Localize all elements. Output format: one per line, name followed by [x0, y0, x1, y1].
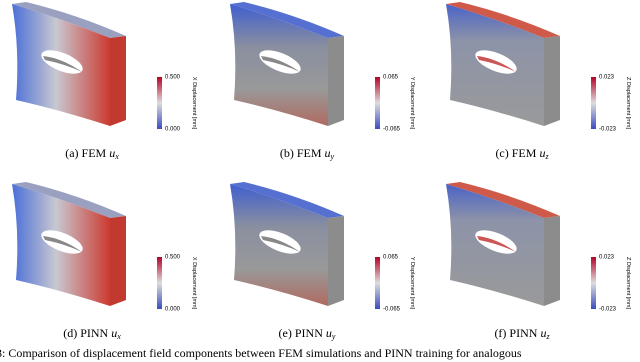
panel: 0.065 -0.065 Y Displacement [mm]: [230, 2, 415, 133]
colorbar-label: X Displacement [mm]: [191, 77, 197, 130]
panel: 0.023 -0.023 Z Displacement [mm]: [446, 2, 631, 133]
hole-wall: [261, 56, 300, 72]
caption-subscript: z: [544, 152, 549, 161]
hole-wall: [477, 56, 516, 72]
caption-subscript: x: [114, 152, 119, 161]
caption-prefix: (c) FEM: [495, 146, 536, 160]
plate-side: [110, 36, 126, 126]
plate-side: [110, 216, 126, 306]
panel: 0.500 0.000 X Displacement [mm]: [12, 182, 197, 313]
colorbar: [591, 77, 596, 129]
caption-prefix: (d) PINN: [63, 326, 108, 340]
plate-top: [230, 2, 344, 38]
caption-subscript: y: [331, 332, 336, 341]
caption-symbol: u: [326, 326, 332, 340]
caption-prefix: (f) PINN: [494, 326, 537, 340]
hole-wall: [261, 236, 300, 252]
colorbar: [591, 257, 596, 309]
plate-top: [230, 182, 344, 218]
plate-top: [446, 2, 560, 38]
caption-prefix: (e) PINN: [279, 326, 324, 340]
colorbar-label: Y Displacement [mm]: [409, 257, 415, 310]
panel: 0.065 -0.065 Y Displacement [mm]: [230, 182, 415, 313]
colorbar-max: 0.500: [165, 255, 181, 261]
plate-top: [12, 2, 126, 38]
colorbar-label: Z Displacement [mm]: [625, 257, 631, 309]
caption-symbol: u: [539, 146, 545, 160]
hole-wall: [43, 56, 82, 72]
caption-subscript: y: [330, 152, 335, 161]
colorbar-max: 0.500: [165, 75, 181, 81]
colorbar-max: 0.065: [383, 75, 399, 81]
colorbar-min: -0.023: [599, 307, 617, 313]
caption-symbol: u: [540, 326, 546, 340]
caption-symbol: u: [109, 146, 115, 160]
panel: 0.500 0.000 X Displacement [mm]: [12, 2, 197, 133]
caption-symbol: u: [325, 146, 331, 160]
colorbar: [375, 257, 380, 309]
caption-subscript: x: [116, 332, 121, 341]
plate-side: [328, 216, 344, 306]
panel-caption: (d) PINN ux: [63, 326, 121, 341]
plate-side: [328, 36, 344, 126]
colorbar-label: Y Displacement [mm]: [409, 77, 415, 130]
plate-top: [446, 182, 560, 218]
panel-caption: (b) FEM uy: [280, 146, 335, 161]
colorbar-min: 0.000: [165, 307, 181, 313]
caption-symbol: u: [111, 326, 117, 340]
panel-caption: (f) PINN uz: [494, 326, 550, 341]
colorbar-min: -0.065: [383, 127, 401, 133]
colorbar-label: X Displacement [mm]: [191, 257, 197, 310]
plate-top: [12, 182, 126, 218]
colorbar: [157, 257, 162, 309]
colorbar-max: 0.023: [599, 75, 615, 81]
figure-caption: 3: Comparison of displacement field comp…: [0, 346, 522, 360]
colorbar: [375, 77, 380, 129]
plate-side: [544, 36, 560, 126]
caption-prefix: (b) FEM: [280, 146, 322, 160]
panel: 0.023 -0.023 Z Displacement [mm]: [446, 182, 631, 313]
hole-wall: [43, 236, 82, 252]
panel-caption: (a) FEM ux: [65, 146, 119, 161]
colorbar-max: 0.023: [599, 255, 615, 261]
hole-wall: [477, 236, 516, 252]
colorbar-min: 0.000: [165, 127, 181, 133]
colorbar-min: -0.065: [383, 307, 401, 313]
colorbar-min: -0.023: [599, 127, 617, 133]
panel-caption: (e) PINN uy: [279, 326, 336, 341]
colorbar: [157, 77, 162, 129]
panel-caption: (c) FEM uz: [495, 146, 549, 161]
caption-prefix: (a) FEM: [65, 146, 106, 160]
caption-subscript: z: [545, 332, 550, 341]
colorbar-label: Z Displacement [mm]: [625, 77, 631, 129]
plate-side: [544, 216, 560, 306]
colorbar-max: 0.065: [383, 255, 399, 261]
